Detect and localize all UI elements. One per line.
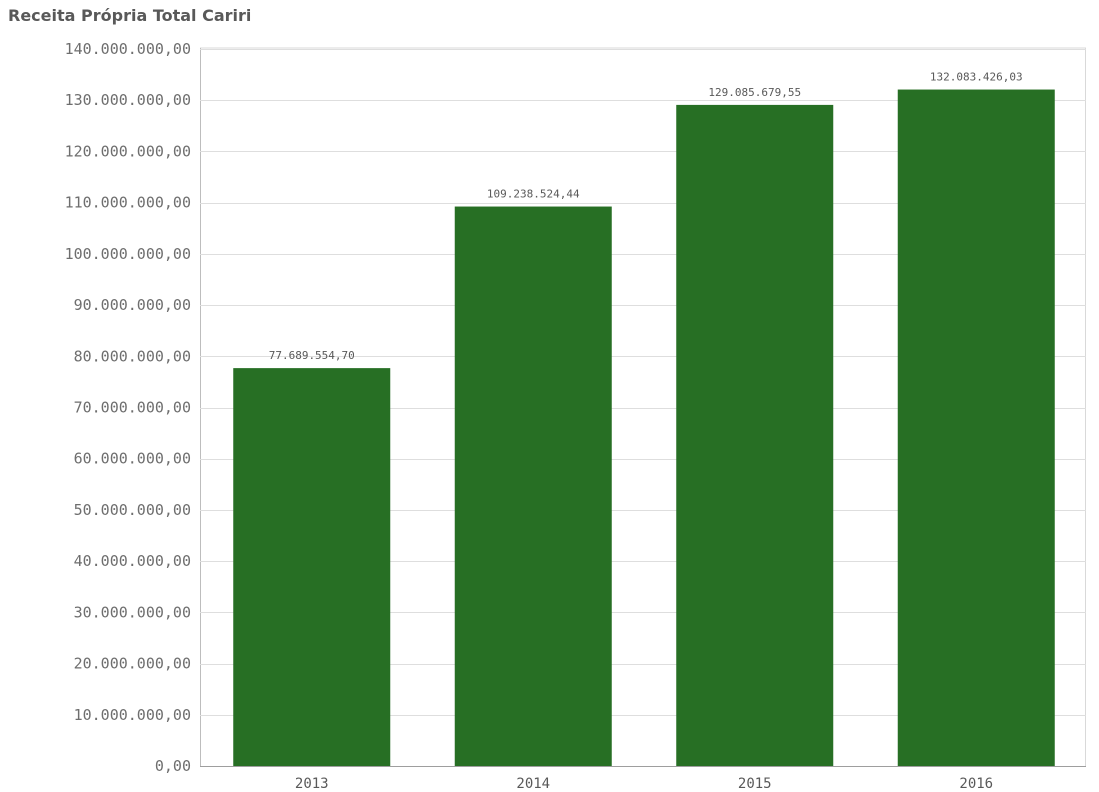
bars <box>233 89 1055 766</box>
y-tick-label: 60.000.000,00 <box>74 450 191 468</box>
y-tick-label: 50.000.000,00 <box>74 501 191 519</box>
chart-title: Receita Própria Total Cariri <box>8 6 252 25</box>
x-tick-label: 2016 <box>959 776 993 792</box>
data-label: 132.083.426,03 <box>930 71 1023 84</box>
y-tick-label: 100.000.000,00 <box>65 245 191 263</box>
data-label: 129.085.679,55 <box>708 86 801 99</box>
bar <box>233 368 391 766</box>
y-tick-label: 130.000.000,00 <box>65 91 191 109</box>
data-labels: 77.689.554,70 109.238.524,44 129.085.679,5… <box>269 71 1023 363</box>
y-tick-label: 110.000.000,00 <box>65 194 191 212</box>
data-label: 109.238.524,44 <box>487 188 580 201</box>
y-tick-label: 120.000.000,00 <box>65 142 191 160</box>
y-tick-label: 0,00 <box>155 757 191 775</box>
y-tick-label: 70.000.000,00 <box>74 399 191 417</box>
x-axis: 2013 2014 2015 2016 <box>200 766 1086 792</box>
y-tick-label: 40.000.000,00 <box>74 552 191 570</box>
y-tick-label: 80.000.000,00 <box>74 347 191 365</box>
x-tick-label: 2015 <box>738 776 772 792</box>
y-axis: 0,00 10.000.000,00 20.000.000,00 30.000.000… <box>65 40 191 775</box>
bar <box>676 104 834 766</box>
y-tick-label: 30.000.000,00 <box>74 603 191 621</box>
data-label: 77.689.554,70 <box>269 349 355 362</box>
y-tick-label: 20.000.000,00 <box>74 655 191 673</box>
x-tick-label: 2014 <box>516 776 550 792</box>
x-tick-label: 2013 <box>295 776 329 792</box>
y-tick-label: 90.000.000,00 <box>74 296 191 314</box>
y-tick-label: 140.000.000,00 <box>65 40 191 58</box>
y-tick-label: 10.000.000,00 <box>74 706 191 724</box>
bar <box>897 89 1055 766</box>
bar <box>454 206 612 766</box>
